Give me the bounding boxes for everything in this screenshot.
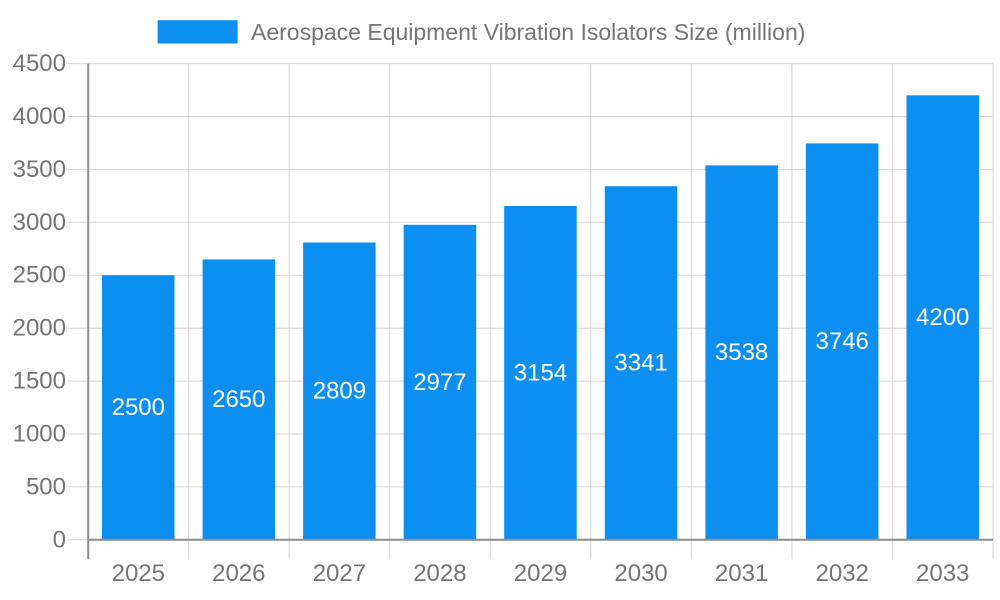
- svg-text:2029: 2029: [514, 560, 567, 587]
- svg-text:4200: 4200: [916, 304, 969, 331]
- svg-text:2000: 2000: [13, 315, 66, 342]
- svg-text:Aerospace Equipment Vibration: Aerospace Equipment Vibration Isolators …: [251, 19, 805, 45]
- svg-text:2025: 2025: [112, 560, 165, 587]
- svg-text:2977: 2977: [413, 369, 466, 396]
- svg-text:3500: 3500: [13, 156, 66, 183]
- svg-text:1500: 1500: [13, 368, 66, 395]
- svg-text:2650: 2650: [212, 386, 265, 413]
- svg-text:3154: 3154: [514, 359, 567, 386]
- svg-text:3538: 3538: [715, 339, 768, 366]
- svg-text:2500: 2500: [112, 394, 165, 421]
- svg-text:4000: 4000: [13, 103, 66, 130]
- svg-text:2500: 2500: [13, 262, 66, 289]
- svg-text:2027: 2027: [313, 560, 366, 587]
- svg-text:3746: 3746: [816, 328, 869, 355]
- svg-text:2032: 2032: [816, 560, 869, 587]
- svg-text:2028: 2028: [413, 560, 466, 587]
- svg-text:3341: 3341: [614, 350, 667, 377]
- svg-text:3000: 3000: [13, 209, 66, 236]
- svg-text:2026: 2026: [212, 560, 265, 587]
- svg-text:4500: 4500: [13, 50, 66, 77]
- svg-text:2809: 2809: [313, 378, 366, 405]
- svg-text:500: 500: [26, 473, 66, 500]
- svg-text:2033: 2033: [916, 560, 969, 587]
- svg-text:0: 0: [53, 526, 66, 553]
- svg-text:2031: 2031: [715, 560, 768, 587]
- svg-text:1000: 1000: [13, 421, 66, 448]
- svg-text:2030: 2030: [614, 560, 667, 587]
